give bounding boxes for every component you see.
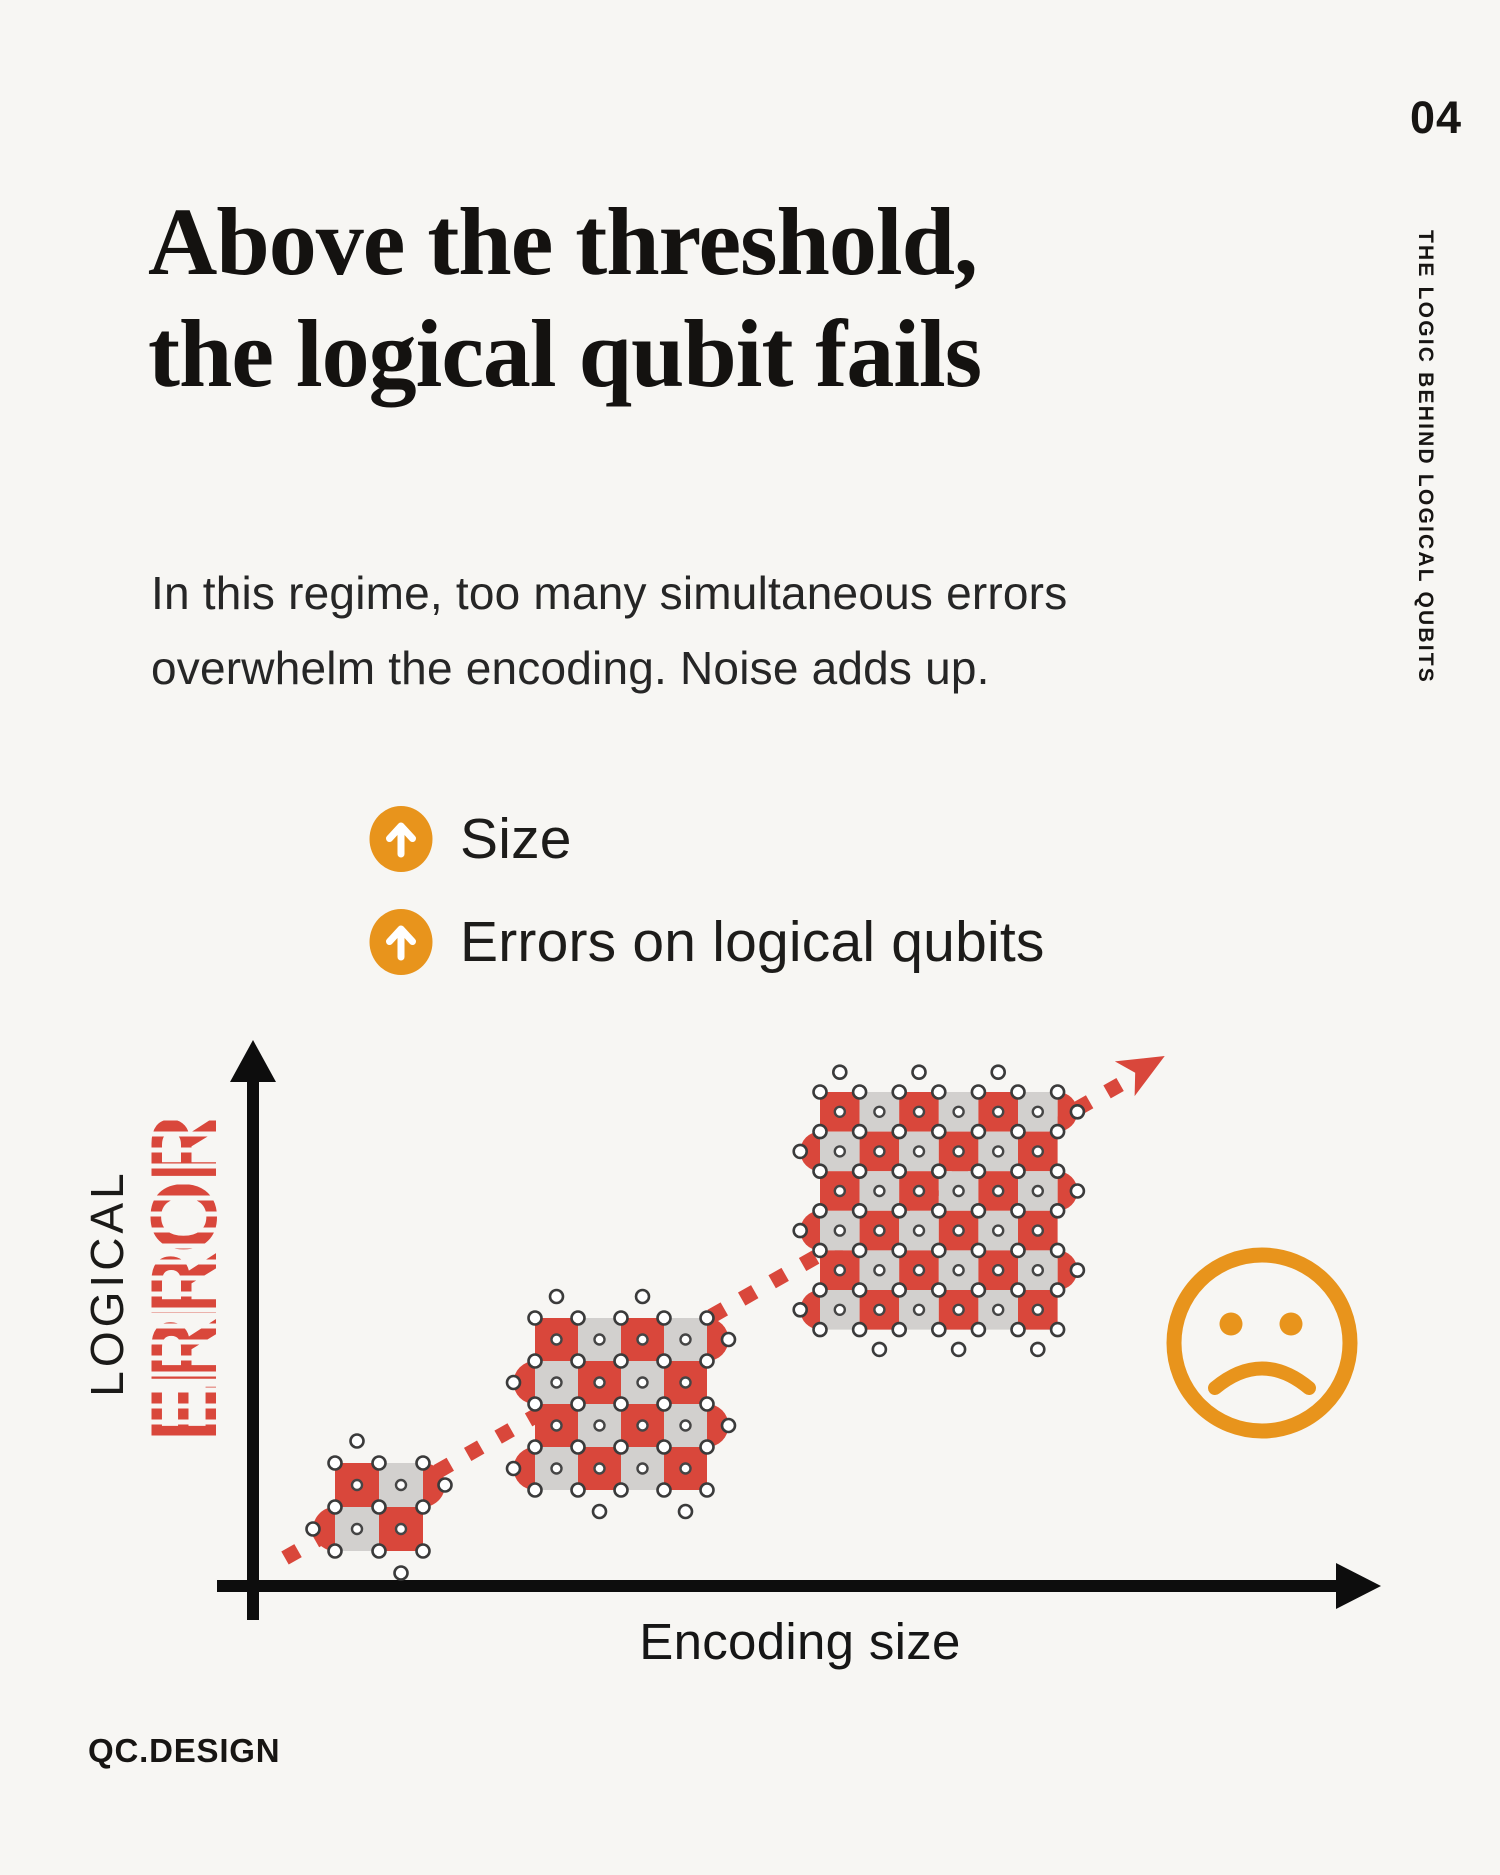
surface-code-patch-large [792,1064,1086,1358]
x-axis [217,1563,1381,1609]
bullet-item: Errors on logical qubits [368,909,1045,975]
page-title: Above the threshold, the logical qubit f… [148,186,982,411]
y-axis [230,1040,276,1620]
title-line-1: Above the threshold, [148,188,978,295]
intro-text: In this regime, too many simultaneous er… [151,556,1067,706]
brand-footer: QC.DESIGN [88,1732,281,1769]
surface-code-patch-medium [505,1288,737,1520]
title-line-2: the logical qubit fails [148,300,982,408]
arrow-up-circle-icon [368,909,434,975]
intro-line-1: In this regime, too many simultaneous er… [151,567,1068,619]
bullet-label: Errors on logical qubits [460,910,1045,974]
surface-code-patch-small [305,1433,453,1581]
arrow-up-circle-icon [368,806,434,872]
side-label: THE LOGIC BEHIND LOGICAL QUBITS [1414,230,1437,684]
x-axis-label: Encoding size [639,1613,961,1670]
logical-error-chart [217,1040,1381,1620]
bullet-list: Size Errors on logical qubits [368,806,1045,975]
page-number: 04 [1409,92,1462,143]
bullet-label: Size [460,807,572,871]
sad-face-icon [1166,1247,1358,1439]
bullet-item: Size [368,806,1045,872]
intro-line-2: overwhelm the encoding. Noise adds up. [151,641,990,694]
